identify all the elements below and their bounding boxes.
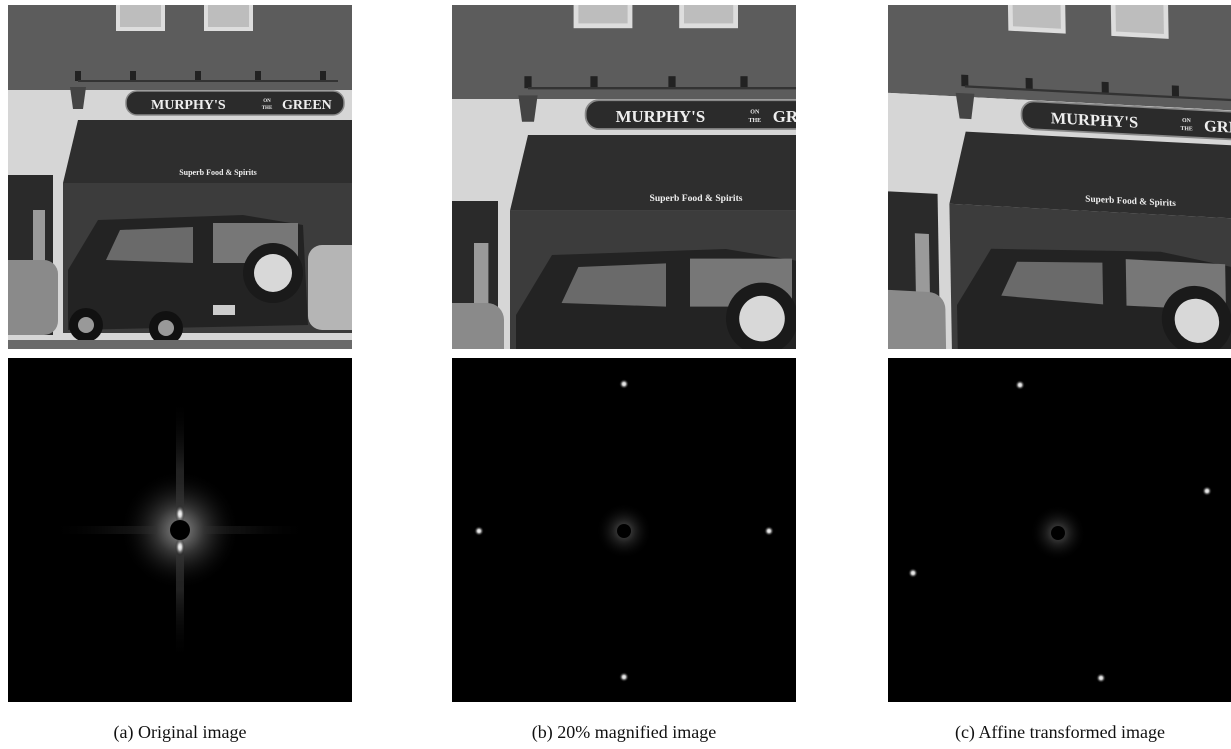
sign-text: ON: [263, 99, 271, 104]
window: [118, 0, 163, 29]
window: [576, 0, 630, 26]
lamp: [255, 71, 261, 81]
peak: [1096, 673, 1106, 683]
brick-wall: [372, 0, 948, 99]
lamp: [668, 76, 675, 88]
lamp: [1172, 85, 1179, 97]
sign-text: GREEN: [773, 107, 833, 126]
car-window: [106, 227, 193, 263]
lamp: [1102, 82, 1109, 94]
caption: (a) Original image: [114, 722, 247, 743]
sign-text: MURPHY'S: [151, 98, 226, 113]
lamp: [740, 76, 747, 88]
sign-text: THE: [748, 118, 761, 124]
figure: MURPHY'S ON THE GREEN Superb Food & Spirits (…: [0, 0, 1231, 749]
peak: [619, 379, 629, 389]
spare-cover: [254, 254, 292, 292]
awning-text: Superb Food & Spirits: [649, 193, 742, 204]
photo: MURPHY'S ON THE GREEN Superb Food & Spirits: [0, 0, 428, 380]
dc-hole: [170, 520, 190, 540]
scene: MURPHY'S ON THE GREEN Superb Food & Spirits: [0, 0, 428, 380]
peak: [619, 672, 629, 682]
spectrum: [888, 358, 1231, 702]
sign-text: ON: [750, 109, 760, 115]
spectrum: [452, 358, 796, 702]
lamp: [130, 71, 136, 81]
sign-text: THE: [262, 106, 273, 111]
lamp: [75, 71, 81, 81]
window: [206, 0, 251, 29]
sign-text: GREEN: [1204, 116, 1231, 138]
peak: [474, 526, 484, 536]
peak: [175, 538, 185, 556]
dc-hole: [1051, 526, 1065, 540]
car-window: [562, 263, 666, 306]
lamp: [195, 71, 201, 81]
lamp: [524, 76, 531, 88]
window: [1113, 0, 1166, 36]
lamp: [320, 71, 326, 81]
caption: (c) Affine transformed image: [955, 722, 1165, 743]
peak: [908, 568, 918, 578]
window: [1010, 0, 1063, 31]
lamp: [590, 76, 597, 88]
spectrum: [8, 358, 352, 702]
right-car: [804, 285, 876, 387]
dc-hole: [617, 524, 631, 538]
plate: [213, 305, 235, 315]
page: {"panels": [ {"caption": "(a) Original i…: [0, 0, 1231, 749]
photo-clip: MURPHY'S ON THE GREEN Superb Food & Spirits: [0, 0, 428, 380]
hub: [78, 317, 94, 333]
peak: [1015, 380, 1025, 390]
awning-text: Superb Food & Spirits: [179, 168, 257, 177]
lamp: [818, 76, 825, 88]
spare-cover: [739, 296, 785, 342]
hub: [158, 320, 174, 336]
caption: (b) 20% magnified image: [532, 722, 716, 743]
sign-text: MURPHY'S: [616, 107, 706, 126]
window: [682, 0, 736, 26]
sign-text: THE: [1180, 126, 1193, 133]
sign-text: ON: [1182, 118, 1192, 124]
right-car: [308, 245, 368, 330]
sign-text: GREEN: [282, 98, 332, 113]
peak: [764, 526, 774, 536]
lamp: [961, 75, 968, 87]
peak: [1202, 486, 1212, 496]
left-car: [0, 260, 58, 335]
lamp: [1026, 78, 1033, 90]
doorway: [885, 191, 941, 379]
